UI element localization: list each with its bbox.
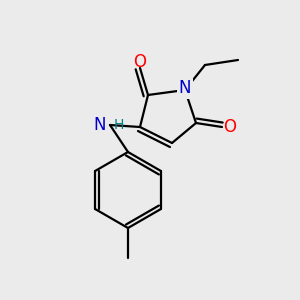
Text: O: O: [224, 118, 236, 136]
Text: H: H: [114, 118, 124, 132]
Text: N: N: [94, 116, 106, 134]
Text: N: N: [179, 79, 191, 97]
Text: O: O: [134, 53, 146, 71]
